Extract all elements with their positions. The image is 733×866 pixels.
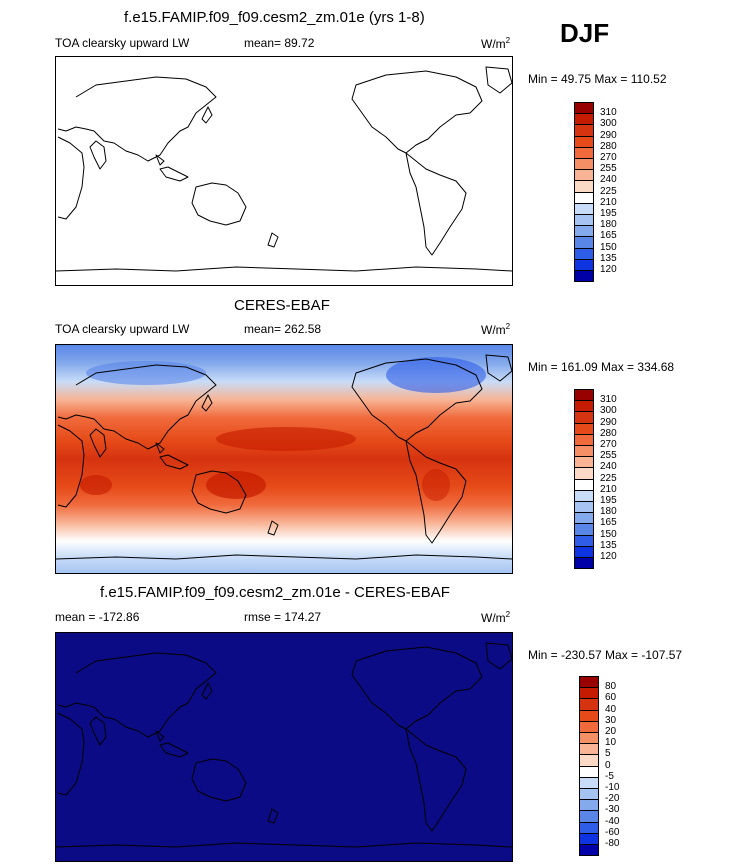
- panel3-map: [55, 632, 513, 862]
- panel3-units-label: W/m2: [481, 610, 511, 625]
- colorbar-swatch: [574, 557, 594, 570]
- colorbar-tick-label: 290: [600, 416, 617, 428]
- panel2-field-and-coastlines: [56, 345, 512, 573]
- panel2-mean-label: mean= 262.58: [244, 322, 322, 336]
- panel3-mean-label: mean = -172.86: [55, 610, 140, 624]
- colorbar-tick-label: 310: [600, 394, 617, 406]
- colorbar-tick-label: 135: [600, 252, 617, 264]
- panel3-title: f.e15.FAMIP.f09_f09.cesm2_zm.01e - CERES…: [100, 584, 450, 601]
- colorbar-tick-label: 195: [600, 495, 617, 506]
- colorbar-swatch: [574, 270, 594, 283]
- panel1-mean-label: mean= 89.72: [244, 36, 315, 50]
- colorbar-tick-label: 195: [600, 208, 617, 219]
- colorbar-tick-label: 20: [605, 726, 617, 737]
- panel2-variable-label: TOA clearsky upward LW: [55, 322, 190, 336]
- season-label: DJF: [560, 18, 610, 48]
- colorbar-tick-label: 120: [600, 551, 617, 562]
- colorbar-tick-label: 270: [600, 439, 617, 450]
- colorbar-tick-label: -30: [605, 804, 620, 816]
- colorbar-tick-label: 240: [600, 461, 617, 473]
- panel2-colorbar: 310 300 290 280 270 255 240 225 210 195 180 165 150 1…: [574, 389, 634, 570]
- colorbar-tick-label: 225: [600, 472, 617, 484]
- panel2-units-label: W/m2: [481, 322, 511, 337]
- panel1-map: [55, 56, 513, 286]
- panel3-rmse-label: rmse = 174.27: [244, 610, 322, 624]
- colorbar-tick-label: 180: [600, 219, 617, 231]
- colorbar-tick-label: -80: [605, 838, 620, 849]
- panel2-map: [55, 344, 513, 574]
- colorbar-tick-label: 10: [605, 737, 617, 749]
- colorbar-tick-label: 280: [600, 427, 617, 439]
- colorbar-tick-label: 5: [605, 748, 611, 760]
- colorbar-swatch: [579, 844, 599, 857]
- panel1-units-label: W/m2: [481, 36, 511, 51]
- panel1-minmax-label: Min = 49.75 Max = 110.52: [528, 72, 667, 86]
- panel2-minmax-label: Min = 161.09 Max = 334.68: [528, 360, 675, 374]
- colorbar-tick-label: 240: [600, 174, 617, 186]
- colorbar-tick-label: 80: [605, 681, 617, 693]
- colorbar-tick-label: 180: [600, 506, 617, 518]
- panel3-minmax-label: Min = -230.57 Max = -107.57: [528, 648, 683, 662]
- panel3-colorbar: 80 60 40 30 20 10 5 0 -5 -10 -20 -30 -40 -60 -80: [579, 676, 639, 857]
- panel1-title: f.e15.FAMIP.f09_f09.cesm2_zm.01e (yrs 1-…: [124, 9, 425, 26]
- colorbar-tick-label: 210: [600, 483, 617, 495]
- colorbar-tick-label: 300: [600, 118, 617, 130]
- colorbar-tick-label: 30: [605, 714, 617, 726]
- colorbar-tick-label: 280: [600, 140, 617, 152]
- colorbar-tick-label: -20: [605, 793, 620, 805]
- panel3-coastlines: [56, 642, 512, 848]
- colorbar-tick-label: 210: [600, 196, 617, 208]
- colorbar-tick-label: 60: [605, 692, 617, 704]
- colorbar-tick-label: 40: [605, 703, 617, 715]
- panel1-colorbar: 310 300 290 280 270 255 240 225 210 195 180 165 150 1…: [574, 102, 634, 283]
- colorbar-tick-label: 300: [600, 405, 617, 417]
- colorbar-tick-label: 225: [600, 185, 617, 197]
- colorbar-tick-label: 165: [600, 517, 617, 529]
- colorbar-tick-label: 270: [600, 152, 617, 163]
- panel2-title: CERES-EBAF: [234, 297, 330, 314]
- panel1-coastlines: [56, 66, 512, 272]
- colorbar-tick-label: 150: [600, 241, 617, 253]
- colorbar-tick-label: 290: [600, 129, 617, 141]
- colorbar-tick-label: -5: [605, 770, 614, 782]
- colorbar-tick-label: 120: [600, 264, 617, 275]
- colorbar-tick-label: 150: [600, 528, 617, 540]
- colorbar-tick-label: 310: [600, 107, 617, 119]
- colorbar-tick-label: 165: [600, 230, 617, 242]
- colorbar-tick-label: -40: [605, 815, 620, 827]
- colorbar-tick-label: 255: [600, 450, 617, 462]
- colorbar-tick-label: 135: [600, 539, 617, 551]
- panel1-variable-label: TOA clearsky upward LW: [55, 36, 190, 50]
- colorbar-tick-label: 0: [605, 759, 611, 771]
- colorbar-tick-label: -60: [605, 826, 620, 838]
- colorbar-tick-label: -10: [605, 782, 620, 793]
- colorbar-tick-label: 255: [600, 163, 617, 175]
